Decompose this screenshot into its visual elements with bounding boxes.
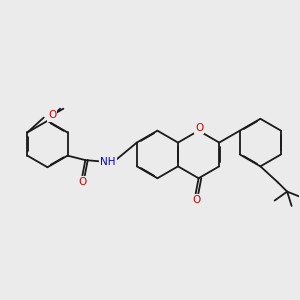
Text: O: O [195,123,203,133]
Text: O: O [78,177,86,187]
Text: O: O [48,110,56,120]
Text: O: O [48,111,56,121]
Text: O: O [193,195,201,205]
Text: NH: NH [100,157,116,166]
